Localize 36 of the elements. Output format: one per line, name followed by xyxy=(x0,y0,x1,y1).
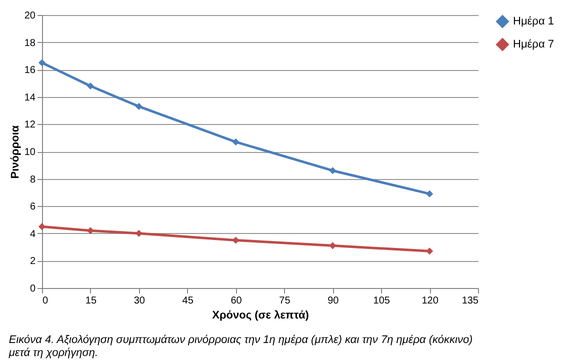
point xyxy=(38,59,46,66)
y-tick-label: 2 xyxy=(30,256,36,268)
y-tick-label: 18 xyxy=(24,38,36,49)
x-tick-label: 15 xyxy=(85,296,97,306)
x-tick-label: 60 xyxy=(230,296,242,306)
point xyxy=(86,82,94,90)
x-tick-label: 90 xyxy=(328,296,340,306)
legend-label: Ημέρα 1 xyxy=(513,16,554,28)
point xyxy=(232,138,240,146)
x-tick-label: 105 xyxy=(373,296,390,306)
text: Εικόνα 4. Αξιολόγηση συμπτωμάτων ρινόρροιας την 1η ημέρα (μπλε) και την 7η ημέρα (κόκκινο) μετά τη χορήγηση. xyxy=(8,334,474,359)
y-tick-label: 20 xyxy=(24,10,36,22)
point xyxy=(329,167,336,174)
y-tick-label: 14 xyxy=(24,92,36,104)
point xyxy=(426,248,434,255)
x-tick-label: 45 xyxy=(182,296,194,306)
x-tick-label: 0 xyxy=(42,296,48,306)
y-tick-label: 8 xyxy=(30,174,36,186)
point xyxy=(426,190,434,198)
y-tick-label: 12 xyxy=(24,120,36,131)
x-axis-title: Χρόνος (σε λεπτά) xyxy=(212,310,310,322)
x-tick-label: 75 xyxy=(279,296,291,306)
point xyxy=(135,102,142,110)
y-axis-title: Ρινόρροια xyxy=(9,125,22,179)
y-tick-label: 0 xyxy=(30,284,36,294)
x-tick-label: 135 xyxy=(462,296,479,306)
point xyxy=(86,227,94,234)
point xyxy=(38,223,46,230)
y-tick-label: 4 xyxy=(30,228,36,240)
legend-label: Ημέρα 7 xyxy=(513,38,554,50)
y-tick-label: 6 xyxy=(30,202,36,213)
y-tick-label: 16 xyxy=(24,65,36,76)
x-tick-label: 120 xyxy=(422,296,439,306)
point xyxy=(232,236,240,244)
y-tick-label: 10 xyxy=(24,147,36,158)
x-tick-label: 30 xyxy=(134,296,146,306)
